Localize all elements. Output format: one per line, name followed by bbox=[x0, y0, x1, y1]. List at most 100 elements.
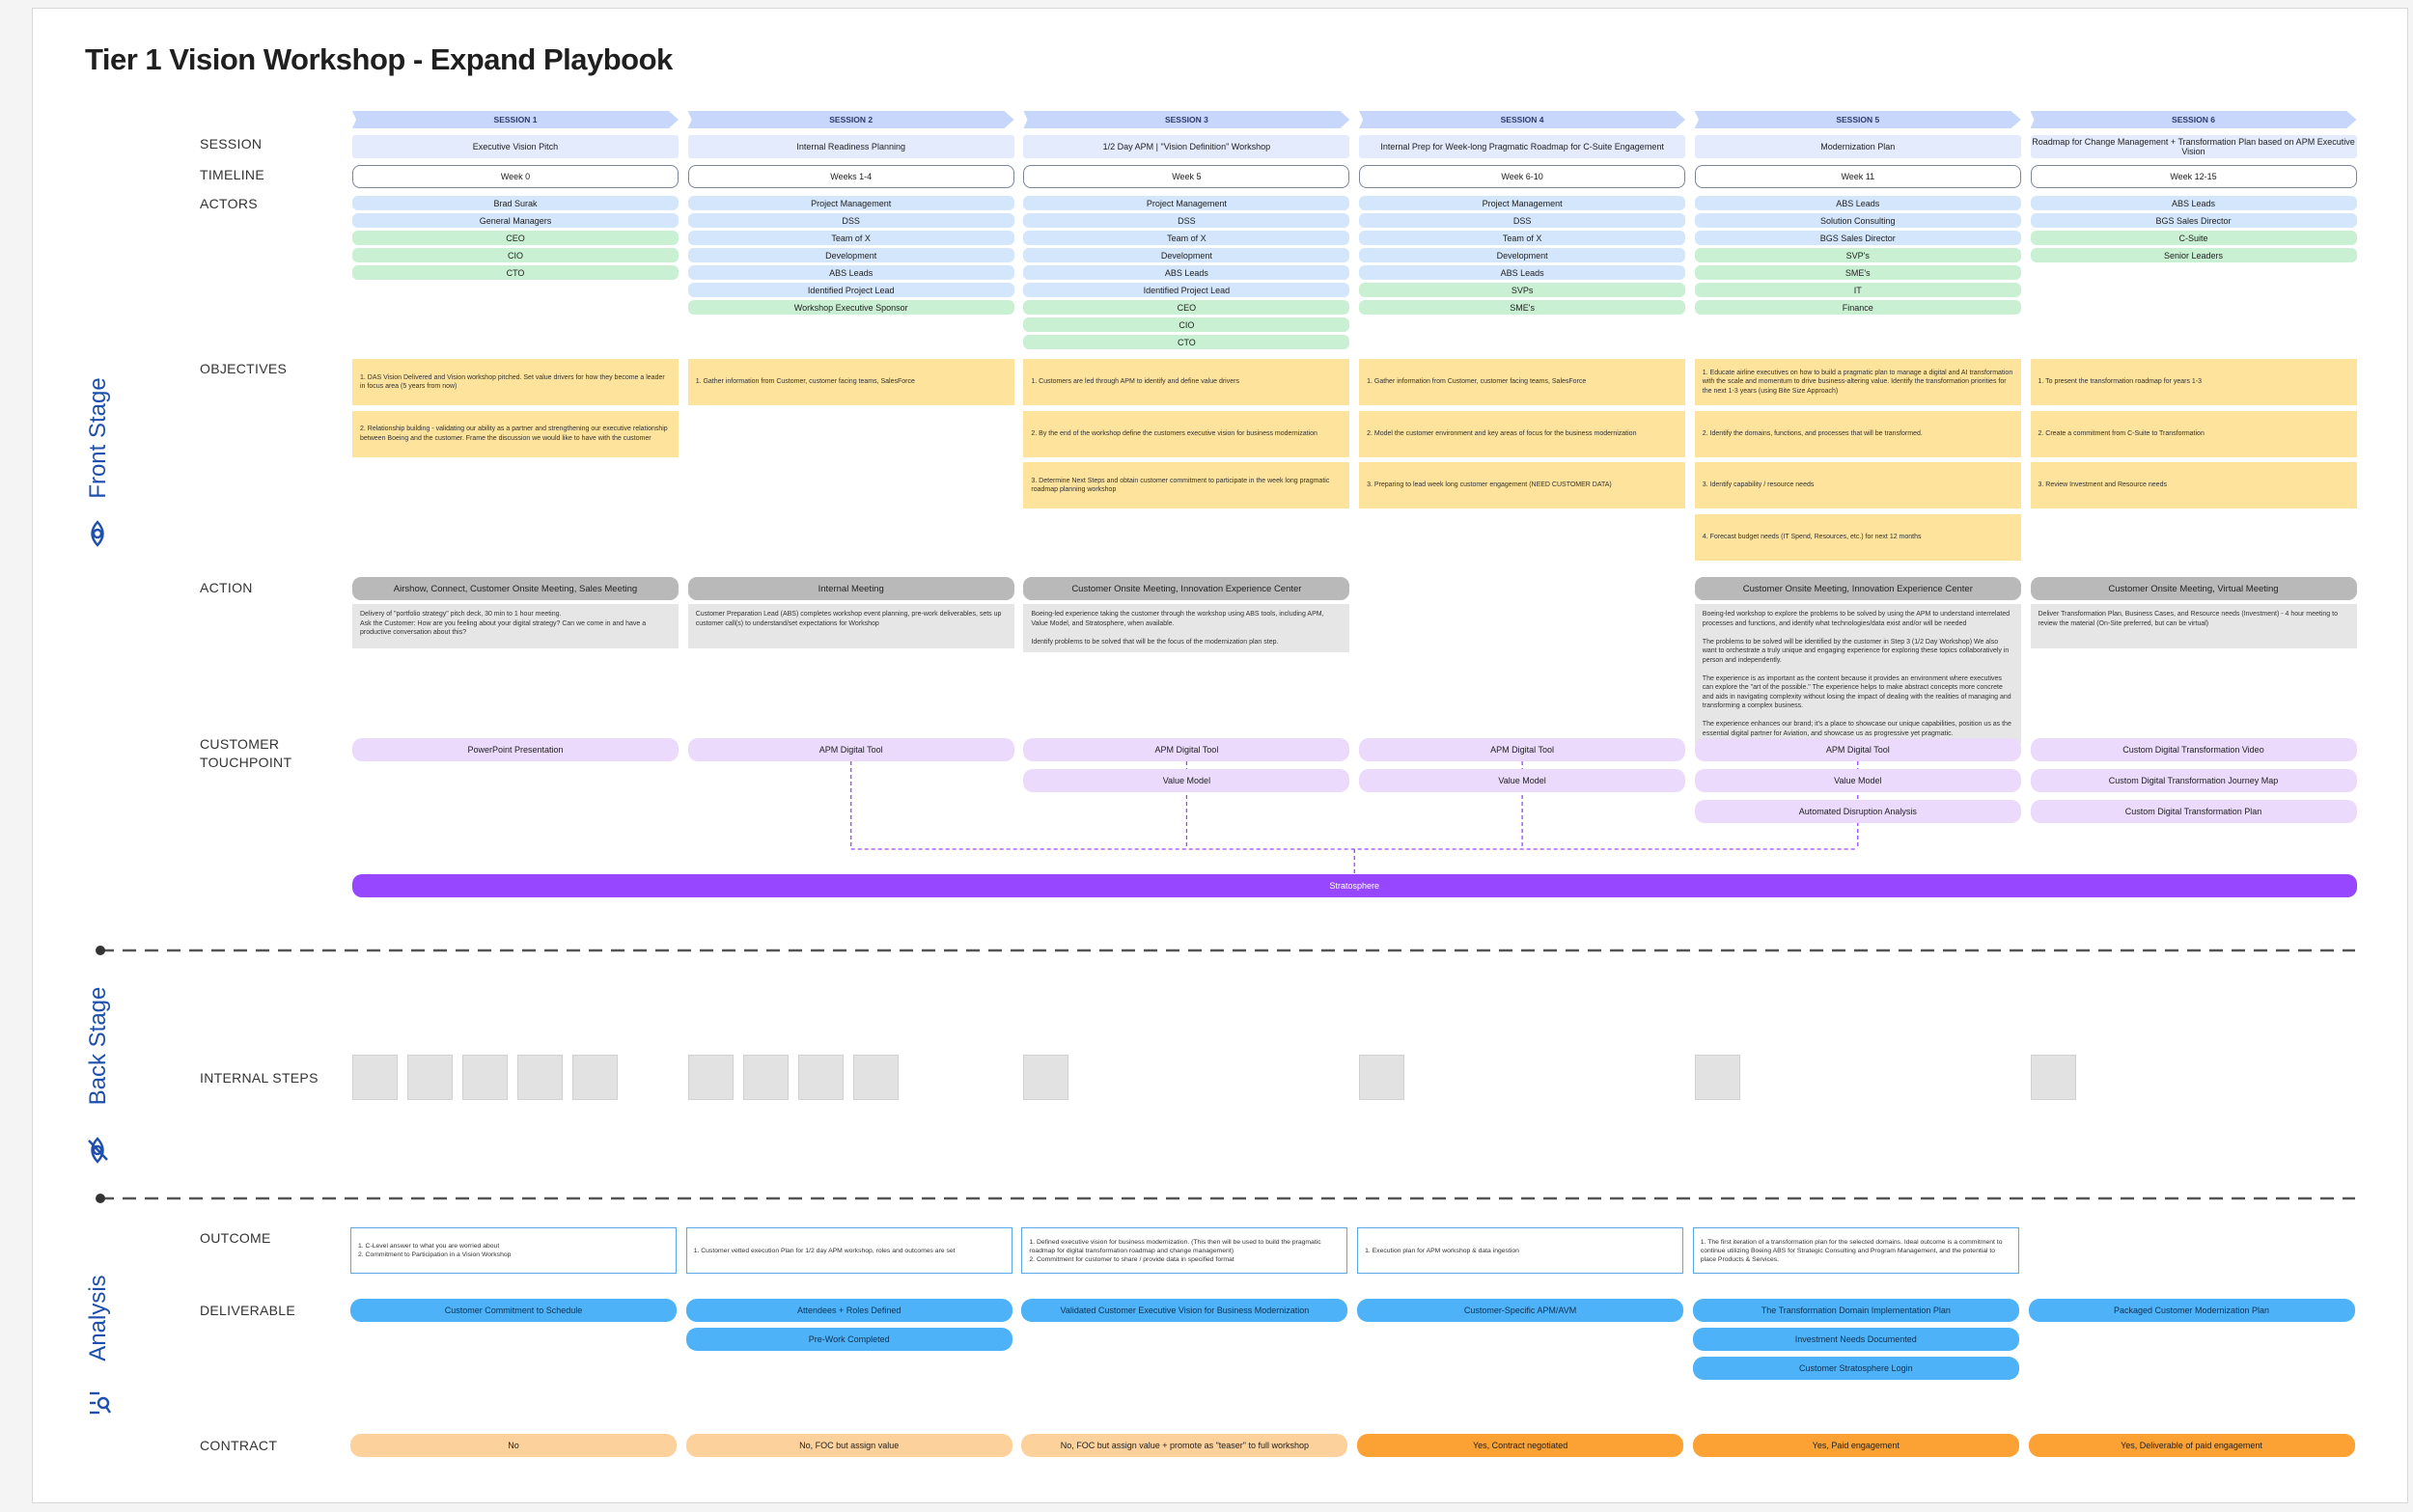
objective: 2. Identify the domains, functions, and … bbox=[1694, 410, 2021, 457]
actor: CTO bbox=[1023, 335, 1350, 349]
front-stage-icon bbox=[91, 520, 104, 547]
touchpoint: PowerPoint Presentation bbox=[352, 738, 679, 761]
actor: SME's bbox=[1694, 265, 2021, 280]
actor: SVP's bbox=[1694, 248, 2021, 262]
internal-step bbox=[517, 1055, 563, 1100]
objective: 2. By the end of the workshop define the… bbox=[1023, 410, 1350, 457]
actor: Brad Surak bbox=[352, 196, 679, 210]
row-label: OUTCOME bbox=[200, 1230, 271, 1246]
deliverable: Packaged Customer Modernization Plan bbox=[2028, 1299, 2355, 1322]
session-header: SESSION 4 bbox=[1359, 111, 1686, 128]
timeline: Week 5 bbox=[1023, 165, 1350, 188]
actor: Development bbox=[1359, 248, 1686, 262]
actor: SME's bbox=[1359, 300, 1686, 315]
touchpoint: Value Model bbox=[1023, 769, 1350, 792]
actor: Team of X bbox=[1023, 231, 1350, 245]
action-text: Deliver Transformation Plan, Business Ca… bbox=[2030, 604, 2357, 648]
actor: Identified Project Lead bbox=[1023, 283, 1350, 297]
row-label: SESSION bbox=[200, 136, 263, 151]
row-label: CONTRACT bbox=[200, 1438, 278, 1453]
session-header: SESSION 2 bbox=[687, 111, 1014, 128]
actor: BGS Sales Director bbox=[1694, 231, 2021, 245]
deliverable: Pre-Work Completed bbox=[685, 1328, 1012, 1351]
contract: No, FOC but assign value + promote as "t… bbox=[1021, 1434, 1348, 1457]
row-label: CUSTOMER TOUCHPOINT bbox=[200, 736, 292, 770]
actor: Solution Consulting bbox=[1694, 213, 2021, 228]
actor: ABS Leads bbox=[1023, 265, 1350, 280]
touchpoint: APM Digital Tool bbox=[1023, 738, 1350, 761]
session-name: Roadmap for Change Management + Transfor… bbox=[2030, 135, 2357, 158]
actor: IT bbox=[1694, 283, 2021, 297]
session-header: SESSION 5 bbox=[1694, 111, 2021, 128]
session-header: SESSION 1 bbox=[352, 111, 679, 128]
actor: Development bbox=[687, 248, 1014, 262]
session-name: 1/2 Day APM | "Vision Definition" Worksh… bbox=[1023, 135, 1350, 158]
touchpoint: Custom Digital Transformation Video bbox=[2030, 738, 2357, 761]
actor: Project Management bbox=[687, 196, 1014, 210]
session-header: SESSION 3 bbox=[1023, 111, 1350, 128]
touchpoint: Automated Disruption Analysis bbox=[1694, 800, 2021, 823]
objective: 1. Gather information from Customer, cus… bbox=[687, 359, 1014, 405]
contract: Yes, Deliverable of paid engagement bbox=[2028, 1434, 2355, 1457]
objective: 2. Create a commitment from C-Suite to T… bbox=[2030, 410, 2357, 457]
divider-dot bbox=[96, 946, 105, 955]
actor: Project Management bbox=[1359, 196, 1686, 210]
objective: 4. Forecast budget needs (IT Spend, Reso… bbox=[1694, 513, 2021, 561]
timeline: Week 12-15 bbox=[2030, 165, 2357, 188]
contract: No bbox=[350, 1434, 677, 1457]
actor: ABS Leads bbox=[1694, 196, 2021, 210]
actor: Finance bbox=[1694, 300, 2021, 315]
objective: 1. Gather information from Customer, cus… bbox=[1359, 359, 1686, 405]
session-name: Internal Readiness Planning bbox=[687, 135, 1014, 158]
actor: CEO bbox=[352, 231, 679, 245]
actor: C-Suite bbox=[2030, 231, 2357, 245]
deliverable: Customer Stratosphere Login bbox=[1692, 1357, 2019, 1380]
contract: Yes, Paid engagement bbox=[1692, 1434, 2019, 1457]
internal-step bbox=[687, 1055, 734, 1100]
session-header: SESSION 6 bbox=[2030, 111, 2357, 128]
action-text: Delivery of "portfolio strategy" pitch d… bbox=[352, 604, 679, 648]
back-stage-icon bbox=[88, 1137, 108, 1164]
divider-dot bbox=[96, 1194, 105, 1203]
internal-step bbox=[462, 1055, 508, 1100]
outcome: 1. C-Level answer to what you are worrie… bbox=[350, 1227, 677, 1274]
objective: 1. Customers are led through APM to iden… bbox=[1023, 359, 1350, 405]
session-name: Executive Vision Pitch bbox=[352, 135, 679, 158]
page-title: Tier 1 Vision Workshop - Expand Playbook bbox=[85, 42, 673, 76]
objective: 1. Educate airline executives on how to … bbox=[1694, 359, 2021, 405]
stage-label: Front Stage bbox=[85, 377, 111, 499]
timeline: Weeks 1-4 bbox=[687, 165, 1014, 188]
action-title: Customer Onsite Meeting, Virtual Meeting bbox=[2030, 577, 2357, 600]
row-label: OBJECTIVES bbox=[200, 361, 288, 376]
internal-step bbox=[1694, 1055, 1740, 1100]
actor: Team of X bbox=[687, 231, 1014, 245]
row-label: INTERNAL STEPS bbox=[200, 1070, 319, 1086]
actor: ABS Leads bbox=[687, 265, 1014, 280]
deliverable: Validated Customer Executive Vision for … bbox=[1021, 1299, 1348, 1322]
internal-step bbox=[407, 1055, 453, 1100]
actor: CEO bbox=[1023, 300, 1350, 315]
contract: No, FOC but assign value bbox=[685, 1434, 1012, 1457]
deliverable: Investment Needs Documented bbox=[1692, 1328, 2019, 1351]
internal-step bbox=[852, 1055, 899, 1100]
outcome: 1. Customer vetted execution Plan for 1/… bbox=[685, 1227, 1012, 1274]
action-title: Airshow, Connect, Customer Onsite Meetin… bbox=[352, 577, 679, 600]
outcome: 1. The first iteration of a transformati… bbox=[1692, 1227, 2019, 1274]
action-text: Boeing-led workshop to explore the probl… bbox=[1694, 604, 2021, 744]
contract: Yes, Contract negotiated bbox=[1357, 1434, 1684, 1457]
actor: Development bbox=[1023, 248, 1350, 262]
stage-label: Back Stage bbox=[85, 986, 111, 1106]
stage-label: Analysis bbox=[85, 1275, 111, 1361]
actor: Workshop Executive Sponsor bbox=[687, 300, 1014, 315]
actor: Project Management bbox=[1023, 196, 1350, 210]
actor: BGS Sales Director bbox=[2030, 213, 2357, 228]
actor: Senior Leaders bbox=[2030, 248, 2357, 262]
deliverable: Customer Commitment to Schedule bbox=[350, 1299, 677, 1322]
objective: 1. DAS Vision Delivered and Vision works… bbox=[352, 359, 679, 405]
row-label: ACTORS bbox=[200, 196, 258, 211]
actor: DSS bbox=[1359, 213, 1686, 228]
touchpoint: Custom Digital Transformation Journey Ma… bbox=[2030, 769, 2357, 792]
touchpoint: Value Model bbox=[1694, 769, 2021, 792]
platform-bar: Stratosphere bbox=[352, 874, 2357, 897]
internal-step bbox=[572, 1055, 618, 1100]
